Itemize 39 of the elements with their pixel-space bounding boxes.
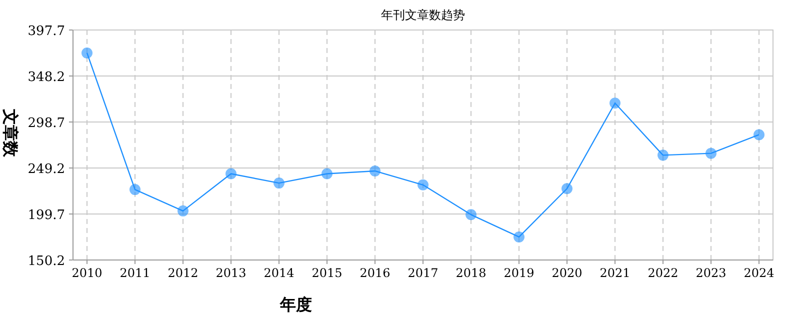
x-tick-label: 2023: [696, 266, 726, 280]
x-tick-label: 2012: [168, 266, 198, 280]
x-tick-label: 2024: [744, 266, 775, 280]
point: [274, 178, 284, 189]
x-tick-label: 2010: [72, 266, 102, 280]
x-tick-label: 2019: [504, 266, 534, 280]
x-axis-title: 年度: [279, 295, 312, 314]
point: [562, 183, 572, 194]
x-tick-label: 2022: [648, 266, 678, 280]
point: [754, 129, 764, 140]
y-tick-label: 199.7: [28, 208, 65, 223]
point: [370, 165, 380, 176]
y-tick-label: 348.2: [28, 70, 65, 85]
x-tick-label: 2015: [312, 266, 342, 280]
point: [658, 150, 668, 161]
y-tick-label: 249.2: [28, 162, 65, 177]
x-tick-label: 2020: [552, 266, 582, 280]
x-tick-label: 2018: [456, 266, 486, 280]
x-tick-label: 2021: [600, 266, 630, 280]
point: [514, 231, 524, 242]
x-tick-label: 2013: [216, 266, 246, 280]
point: [178, 205, 188, 216]
point: [418, 179, 428, 190]
point: [82, 47, 92, 58]
point: [226, 168, 236, 180]
chart-title: 年刊文章数趋势: [381, 8, 465, 22]
y-tick-label: 298.7: [28, 116, 65, 131]
x-tick-label: 2016: [360, 266, 390, 280]
x-tick-label: 2017: [408, 266, 438, 280]
point: [466, 209, 476, 220]
point: [610, 98, 620, 109]
point: [706, 148, 716, 159]
point: [130, 184, 140, 196]
y-tick-label: 150.2: [28, 254, 65, 269]
x-tick-label: 2014: [264, 266, 295, 280]
y-axis-title: 文章数: [1, 108, 20, 158]
y-tick-label: 397.7: [28, 24, 65, 39]
point: [322, 168, 332, 180]
x-tick-label: 2011: [120, 266, 150, 280]
